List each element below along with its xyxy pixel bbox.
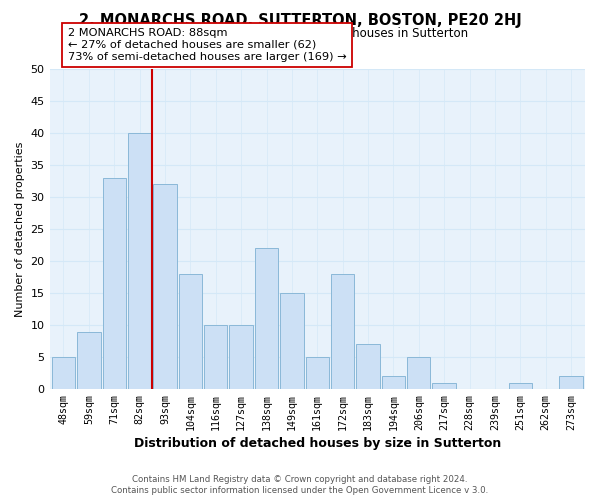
Y-axis label: Number of detached properties: Number of detached properties — [15, 142, 25, 317]
Bar — [559, 376, 583, 389]
Bar — [52, 357, 75, 389]
Text: 2, MONARCHS ROAD, SUTTERTON, BOSTON, PE20 2HJ: 2, MONARCHS ROAD, SUTTERTON, BOSTON, PE2… — [79, 12, 521, 28]
Bar — [509, 383, 532, 389]
Bar — [433, 383, 456, 389]
Text: Contains public sector information licensed under the Open Government Licence v : Contains public sector information licen… — [112, 486, 488, 495]
Bar — [128, 133, 151, 389]
Bar — [77, 332, 101, 389]
Bar — [356, 344, 380, 389]
X-axis label: Distribution of detached houses by size in Sutterton: Distribution of detached houses by size … — [134, 437, 501, 450]
Bar — [407, 357, 430, 389]
Text: Size of property relative to detached houses in Sutterton: Size of property relative to detached ho… — [131, 28, 469, 40]
Bar — [382, 376, 405, 389]
Bar — [229, 325, 253, 389]
Bar — [179, 274, 202, 389]
Bar — [154, 184, 176, 389]
Bar — [280, 293, 304, 389]
Bar — [305, 357, 329, 389]
Bar — [331, 274, 355, 389]
Text: 2 MONARCHS ROAD: 88sqm
← 27% of detached houses are smaller (62)
73% of semi-det: 2 MONARCHS ROAD: 88sqm ← 27% of detached… — [68, 28, 346, 62]
Bar — [255, 248, 278, 389]
Text: Contains HM Land Registry data © Crown copyright and database right 2024.: Contains HM Land Registry data © Crown c… — [132, 475, 468, 484]
Bar — [204, 325, 227, 389]
Bar — [103, 178, 126, 389]
